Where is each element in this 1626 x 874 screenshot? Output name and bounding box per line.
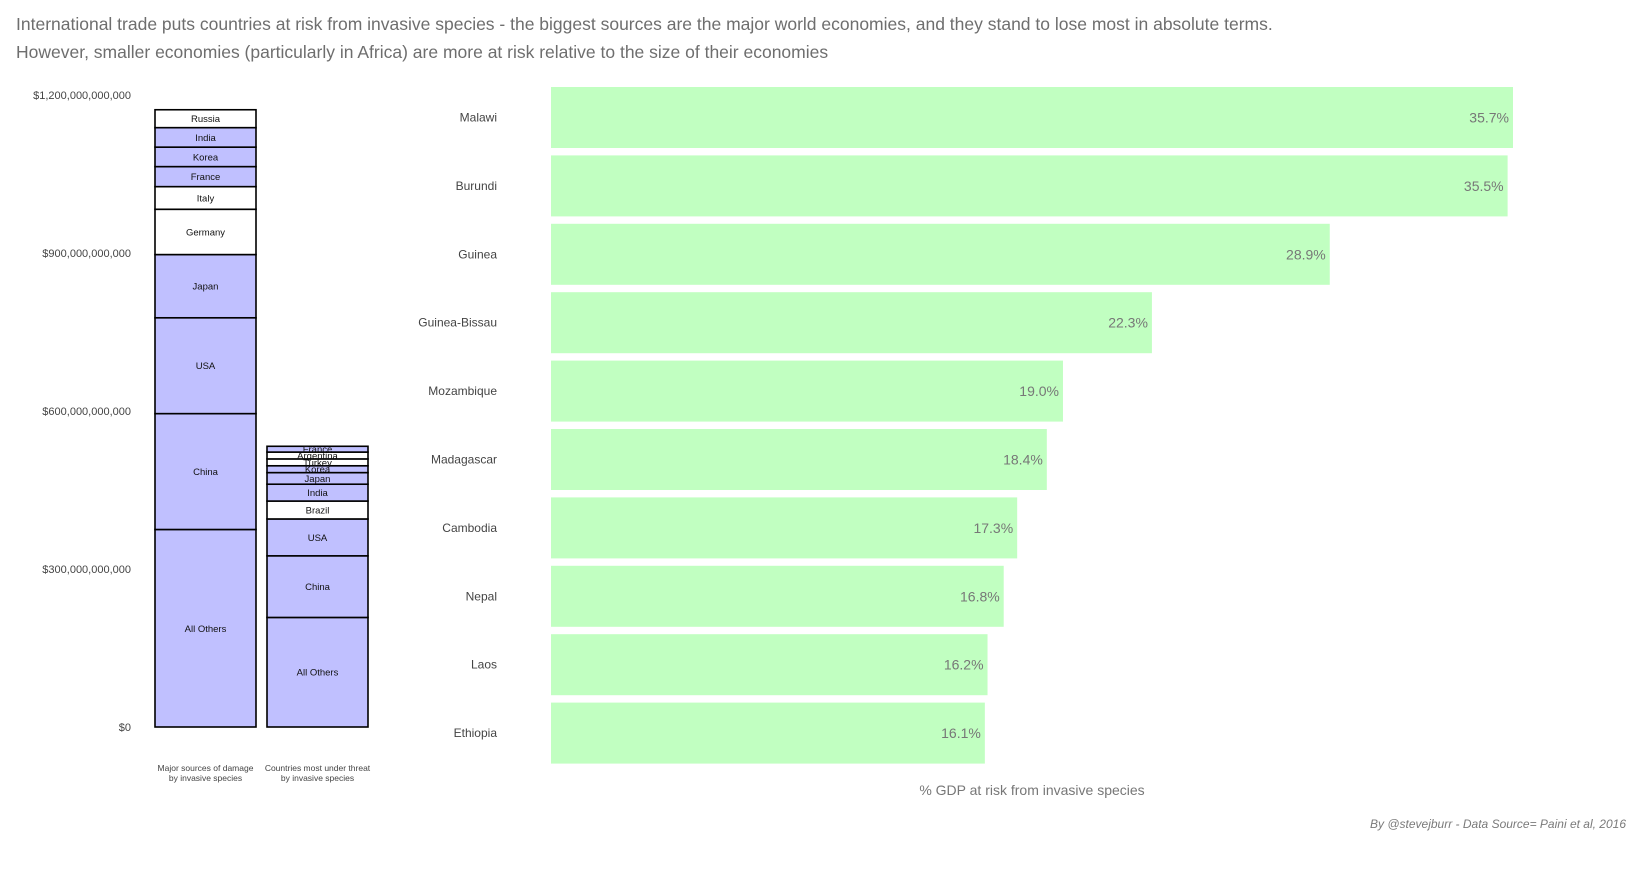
stack-segment-label: France — [303, 445, 333, 456]
x-category-label: Major sources of damage — [158, 763, 254, 773]
country-label: Ethiopia — [454, 726, 498, 740]
stack-segment — [266, 445, 369, 453]
stack-segment — [266, 555, 369, 619]
y-tick-label: $600,000,000,000 — [42, 406, 131, 418]
stack-segment-label: Germany — [186, 227, 225, 238]
bar-value-label: 16.2% — [944, 657, 984, 673]
bar-value-label: 35.7% — [1469, 110, 1509, 126]
y-tick-label: $1,200,000,000,000 — [33, 90, 131, 102]
x-category-label: by invasive species — [169, 773, 242, 783]
stack-segment-label: Korea — [305, 465, 331, 476]
gdp-risk-bar — [551, 360, 1063, 422]
stack-segment-label: Brazil — [306, 506, 330, 517]
stack-segment-label: All Others — [185, 624, 227, 635]
stack-segment-label: China — [193, 467, 219, 478]
stack-segment-label: Italy — [197, 193, 215, 204]
bar-value-label: 19.0% — [1019, 383, 1059, 399]
bar-value-label: 28.9% — [1286, 246, 1326, 262]
stack-segment-label: Japan — [305, 474, 331, 485]
stack-segment — [154, 412, 257, 531]
country-label: Burundi — [456, 179, 497, 193]
x-category-label: by invasive species — [281, 773, 354, 783]
gdp-risk-bar — [551, 634, 988, 696]
stack-segment-label: India — [195, 133, 216, 144]
country-label: Nepal — [466, 589, 497, 603]
y-tick-label: $300,000,000,000 — [42, 564, 131, 576]
title-line-2: However, smaller economies (particularly… — [16, 42, 829, 62]
stack-segment-label: All Others — [297, 668, 339, 679]
stack-segment-label: France — [191, 172, 221, 183]
stack-segment — [154, 528, 257, 728]
stack-segment-label: Korea — [193, 152, 219, 163]
gdp-risk-bar — [551, 223, 1330, 285]
stack-segment-label: China — [305, 582, 331, 593]
gdp-risk-bar — [551, 702, 985, 764]
country-label: Malawi — [460, 111, 497, 125]
stack-segment — [266, 518, 369, 557]
gdp-risk-bar — [551, 155, 1508, 217]
bar-value-label: 17.3% — [973, 520, 1013, 536]
gdp-risk-bar — [551, 292, 1152, 354]
stack-segment-label: USA — [196, 361, 216, 372]
title-line-1: International trade puts countries at ri… — [16, 14, 1273, 34]
stack-segment-label: USA — [308, 533, 328, 544]
gdp-risk-bar — [551, 429, 1047, 490]
country-label: Cambodia — [442, 521, 497, 535]
country-label: Guinea — [458, 247, 497, 261]
credit-text: By @stevejburr - Data Source= Paini et a… — [1370, 817, 1626, 831]
stack-segment-label: Turkey — [303, 458, 332, 469]
stack-segment-label: Russia — [191, 114, 221, 125]
country-label: Laos — [471, 658, 497, 672]
stack-segment-label: India — [307, 488, 328, 499]
y-tick-label: $0 — [119, 722, 131, 734]
stack-segment-label: Argentina — [297, 451, 338, 462]
bar-value-label: 16.1% — [941, 725, 981, 741]
x-category-label: Countries most under threat — [265, 763, 371, 773]
country-label: Guinea-Bissau — [418, 316, 497, 330]
gdp-risk-bar — [551, 87, 1513, 148]
country-label: Madagascar — [431, 453, 497, 467]
bar-value-label: 35.5% — [1464, 178, 1504, 194]
stack-segment — [266, 616, 369, 728]
gdp-risk-bar — [551, 497, 1018, 559]
bar-value-label: 16.8% — [960, 588, 1000, 604]
stack-segment-label: Japan — [193, 282, 219, 293]
country-label: Mozambique — [428, 384, 497, 398]
gdp-risk-bar — [551, 565, 1004, 627]
y-tick-label: $900,000,000,000 — [42, 248, 131, 260]
stack-segment — [154, 316, 257, 415]
bar-value-label: 22.3% — [1108, 315, 1148, 331]
bar-value-label: 18.4% — [1003, 452, 1043, 468]
stack-segment — [154, 108, 257, 129]
chart-title: International trade puts countries at ri… — [16, 10, 1606, 66]
x-axis-label: % GDP at risk from invasive species — [919, 782, 1144, 798]
